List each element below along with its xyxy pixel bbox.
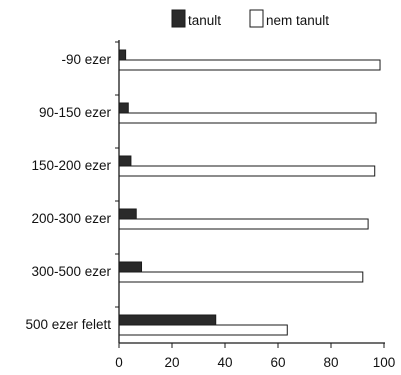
legend-label-tanult: tanult: [188, 13, 221, 28]
bar-nem-tanult-90-150-ezer: [118, 112, 377, 124]
legend: tanult nem tanult: [171, 9, 329, 28]
category-label: 90-150 ezer: [39, 105, 112, 120]
legend-swatch-nem-tanult: [249, 9, 264, 28]
x-tick-label: 60: [270, 355, 285, 370]
category-label: 500 ezer felett: [25, 317, 111, 332]
category-label: 200-300 ezer: [31, 211, 111, 226]
bar-tanult-90-150-ezer: [118, 102, 129, 114]
x-tick-label: 40: [217, 355, 232, 370]
bar-nem-tanult-90-ezer: [118, 59, 381, 71]
x-tick-label: 20: [164, 355, 179, 370]
legend-label-nem-tanult: nem tanult: [266, 13, 329, 28]
bar-nem-tanult-150-200-ezer: [118, 165, 376, 177]
bar-nem-tanult-300-500-ezer: [118, 271, 364, 283]
bar-tanult-150-200-ezer: [118, 155, 132, 167]
bar-tanult-90-ezer: [118, 49, 127, 61]
bar-nem-tanult-200-300-ezer: [118, 218, 369, 230]
x-tick-label: 80: [323, 355, 338, 370]
category-labels: -90 ezer 90-150 ezer 150-200 ezer 200-300 e…: [25, 52, 111, 332]
bar-tanult-200-300-ezer: [118, 208, 137, 220]
bar-tanult-300-500-ezer: [118, 261, 143, 273]
bars: [118, 49, 381, 336]
bar-tanult-500-ezer-felett: [118, 314, 217, 326]
axes: 0 20 40 60 80 100: [115, 40, 395, 370]
legend-swatch-tanult: [171, 9, 186, 28]
category-label: 300-500 ezer: [31, 264, 111, 279]
x-tick-label: 0: [115, 355, 123, 370]
category-label: 150-200 ezer: [31, 158, 111, 173]
bar-nem-tanult-500-ezer-felett: [118, 324, 288, 336]
category-label: -90 ezer: [61, 52, 111, 67]
x-tick-label: 100: [373, 355, 396, 370]
